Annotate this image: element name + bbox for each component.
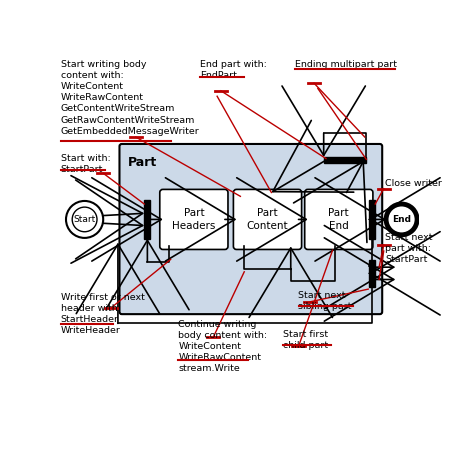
Text: Ending multipart part: Ending multipart part	[295, 60, 397, 69]
Text: Start writing body
content with:
WriteContent
WriteRawContent
GetContentWriteStr: Start writing body content with: WriteCo…	[61, 60, 199, 136]
Text: End: End	[392, 215, 411, 224]
Circle shape	[66, 201, 103, 238]
Text: Part
Headers: Part Headers	[172, 208, 216, 231]
Text: Part
End: Part End	[329, 208, 349, 231]
Text: Close writer: Close writer	[385, 179, 442, 188]
Bar	[369, 260, 375, 287]
Text: Start: Start	[74, 215, 96, 224]
Text: Write first or next
header with:
StartHeader
WriteHeader: Write first or next header with: StartHe…	[61, 293, 144, 335]
FancyBboxPatch shape	[305, 189, 373, 250]
Bar	[369, 200, 375, 239]
Circle shape	[72, 207, 97, 232]
Bar	[144, 200, 151, 239]
Text: Continue writing
body content with:
WriteContent
WriteRawContent
stream.Write: Continue writing body content with: Writ…	[178, 320, 267, 373]
Text: Start with:
StartPart: Start with: StartPart	[61, 154, 110, 174]
FancyBboxPatch shape	[119, 144, 382, 314]
Circle shape	[386, 204, 417, 235]
Text: Part: Part	[128, 155, 157, 168]
FancyBboxPatch shape	[160, 189, 228, 250]
Text: End part with:
EndPart: End part with: EndPart	[200, 60, 267, 80]
Text: Start first
child part: Start first child part	[283, 330, 328, 350]
Text: Start next
part with:
StartPart: Start next part with: StartPart	[385, 233, 433, 264]
Bar	[324, 157, 366, 163]
FancyBboxPatch shape	[233, 189, 302, 250]
Text: Start next
sibling part: Start next sibling part	[299, 291, 352, 311]
Text: Part
Content: Part Content	[247, 208, 288, 231]
